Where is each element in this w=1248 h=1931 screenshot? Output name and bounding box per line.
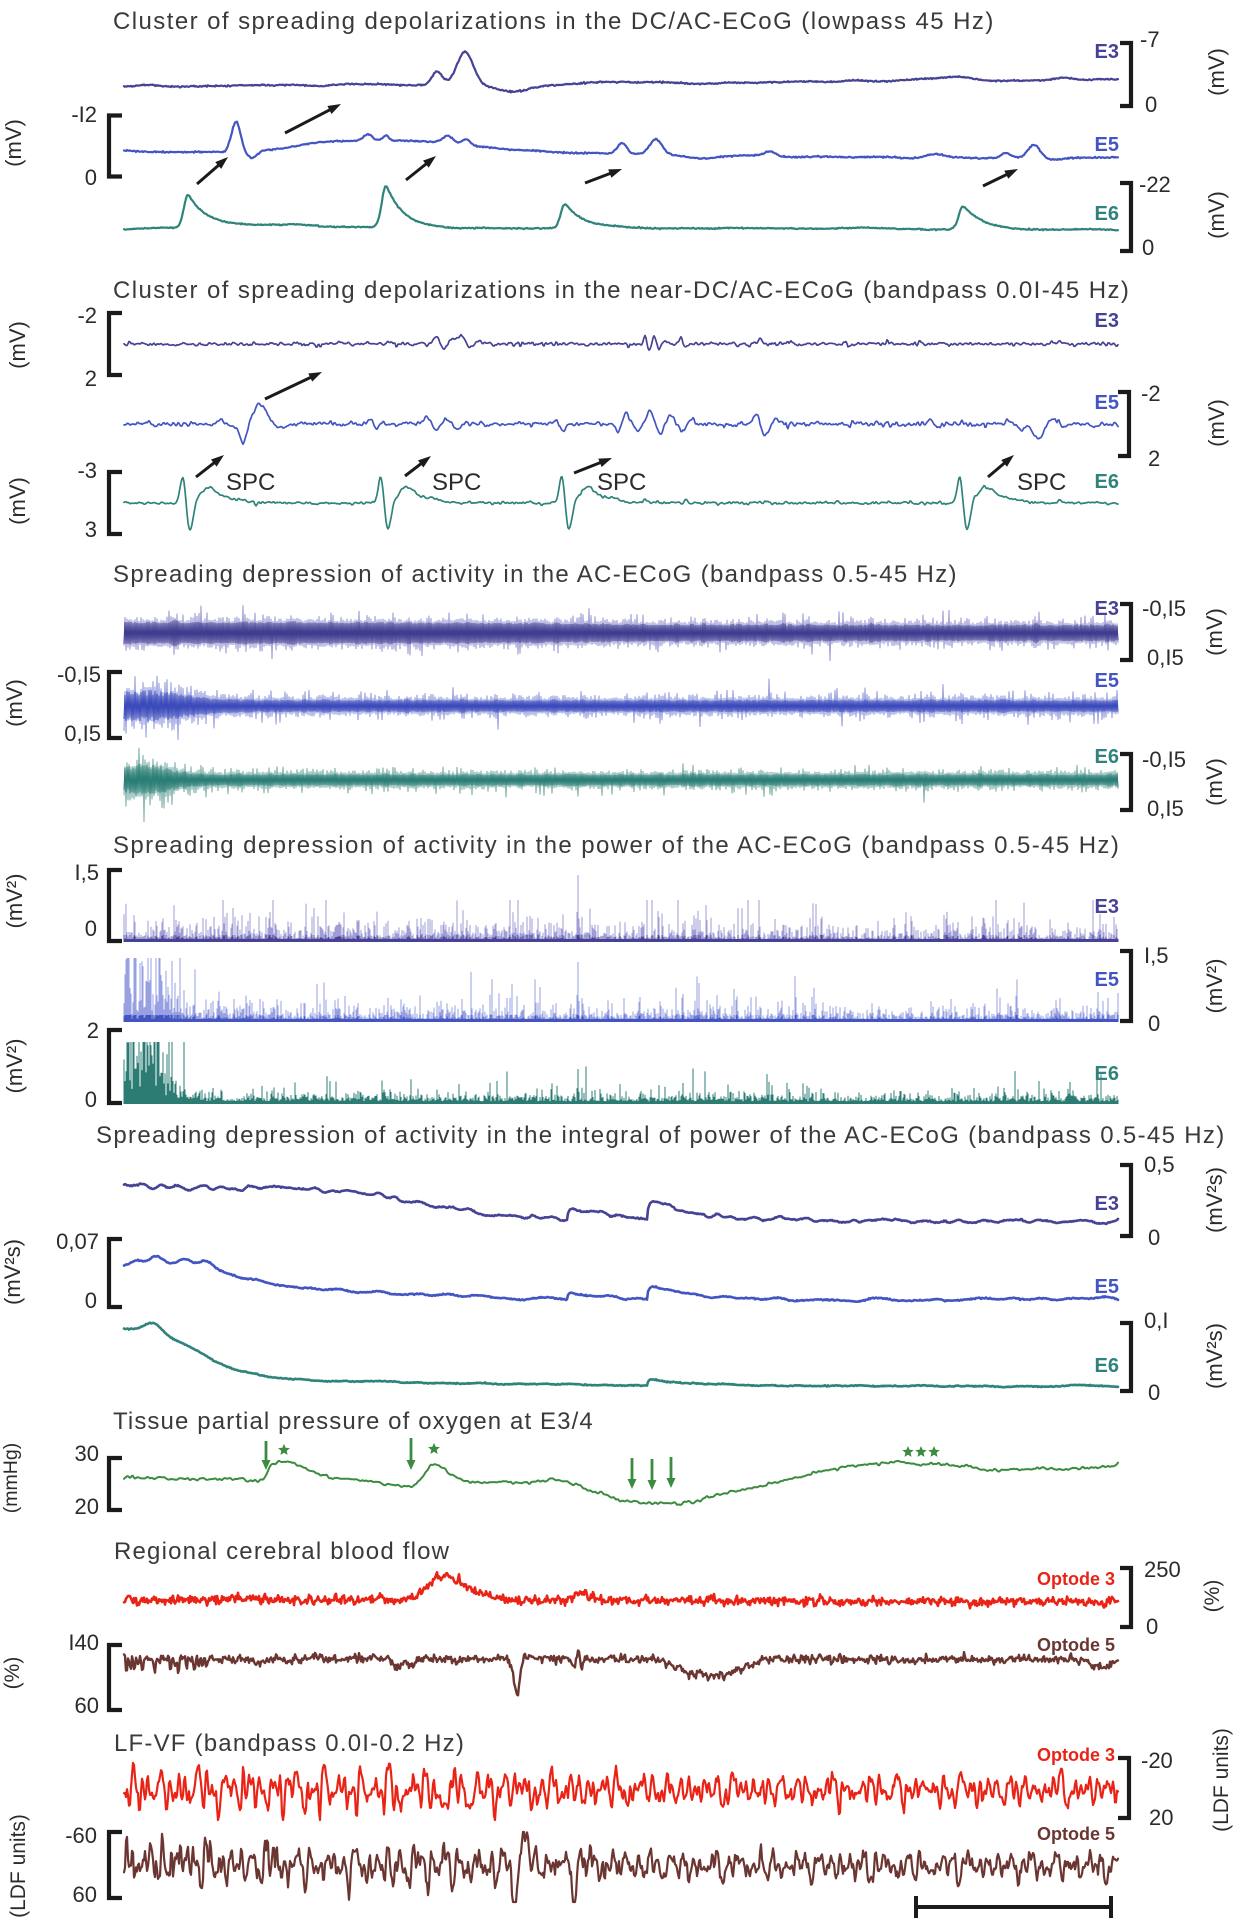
svg-text:0: 0 (85, 165, 97, 190)
svg-text:-20: -20 (1141, 1748, 1173, 1773)
svg-text:E5: E5 (1095, 392, 1119, 414)
svg-text:Spreading depression of activi: Spreading depression of activity in the … (96, 1122, 1226, 1149)
svg-text:(mV²s): (mV²s) (1202, 1167, 1227, 1233)
svg-text:2: 2 (87, 1018, 99, 1043)
svg-text:2: 2 (1148, 446, 1160, 471)
svg-text:E6: E6 (1095, 203, 1119, 225)
svg-text:(%): (%) (1201, 1580, 1224, 1613)
svg-text:0: 0 (1146, 1614, 1158, 1639)
svg-text:-2: -2 (1141, 381, 1161, 406)
svg-text:SPC: SPC (597, 469, 646, 496)
svg-text:Optode 5: Optode 5 (1037, 1635, 1115, 1655)
svg-text:0: 0 (85, 916, 97, 941)
svg-text:Optode 3: Optode 3 (1037, 1745, 1115, 1765)
svg-text:(mV²s): (mV²s) (1202, 1323, 1227, 1389)
svg-text:0: 0 (1148, 1225, 1160, 1250)
svg-text:0,07: 0,07 (56, 1229, 99, 1254)
svg-text:0,I: 0,I (1144, 1308, 1168, 1333)
svg-text:0: 0 (85, 1087, 97, 1112)
svg-text:60: 60 (73, 1882, 97, 1907)
svg-text:Cluster of spreading depolariz: Cluster of spreading depolarizations in … (113, 8, 995, 35)
svg-text:(mV): (mV) (1204, 191, 1229, 239)
svg-text:-22: -22 (1139, 172, 1171, 197)
svg-text:(LDF units): (LDF units) (1210, 1728, 1233, 1832)
svg-text:(mV): (mV) (1202, 758, 1227, 806)
svg-text:250: 250 (1144, 1557, 1181, 1582)
svg-text:(%): (%) (1, 1657, 24, 1690)
svg-text:(mV): (mV) (1204, 48, 1229, 96)
svg-text:(mV): (mV) (1, 119, 26, 167)
svg-text:-0,I5: -0,I5 (57, 662, 101, 687)
svg-text:2: 2 (85, 366, 97, 391)
svg-text:E3: E3 (1095, 896, 1119, 918)
svg-text:(mV²s): (mV²s) (0, 1239, 25, 1305)
svg-text:LF-VF (bandpass 0.0I-0.2 Hz): LF-VF (bandpass 0.0I-0.2 Hz) (114, 1730, 465, 1757)
svg-text:Regional cerebral blood flow: Regional cerebral blood flow (114, 1538, 450, 1565)
svg-text:-I2: -I2 (71, 102, 97, 127)
svg-text:(mV²): (mV²) (2, 1039, 27, 1094)
svg-text:-0,I5: -0,I5 (1142, 596, 1186, 621)
svg-text:E3: E3 (1095, 310, 1119, 332)
svg-text:SPC: SPC (432, 469, 481, 496)
svg-text:20: 20 (75, 1494, 99, 1519)
svg-text:0: 0 (1148, 1011, 1160, 1036)
svg-text:E3: E3 (1095, 1193, 1119, 1215)
svg-text:(LDF units): (LDF units) (7, 1814, 30, 1918)
svg-text:E3: E3 (1095, 41, 1119, 63)
svg-text:(mV²): (mV²) (1202, 959, 1227, 1014)
svg-text:-2: -2 (77, 303, 97, 328)
svg-text:E5: E5 (1095, 1276, 1119, 1298)
svg-text:-7: -7 (1140, 27, 1160, 52)
svg-text:E6: E6 (1095, 471, 1119, 493)
svg-text:I,5: I,5 (75, 860, 99, 885)
svg-text:Optode 5: Optode 5 (1037, 1824, 1115, 1844)
svg-text:E6: E6 (1095, 746, 1119, 768)
svg-text:3: 3 (85, 517, 97, 542)
svg-text:20: 20 (1149, 1805, 1173, 1830)
svg-text:(mV²): (mV²) (2, 874, 27, 929)
svg-text:E5: E5 (1095, 134, 1119, 156)
svg-text:I40: I40 (68, 1630, 99, 1655)
svg-text:(mV): (mV) (5, 477, 30, 525)
svg-text:-0,I5: -0,I5 (1142, 747, 1186, 772)
svg-text:E5: E5 (1095, 969, 1119, 991)
svg-text:I,5: I,5 (1144, 943, 1168, 968)
svg-text:Spreading depression of activi: Spreading depression of activity in the … (113, 561, 958, 588)
svg-text:-3: -3 (77, 458, 97, 483)
svg-text:0,I5: 0,I5 (64, 721, 101, 746)
svg-text:(mV): (mV) (5, 321, 30, 369)
svg-text:E6: E6 (1095, 1063, 1119, 1085)
svg-text:E5: E5 (1095, 670, 1119, 692)
svg-text:(mV): (mV) (1202, 608, 1227, 656)
svg-text:0,5: 0,5 (1144, 1152, 1175, 1177)
svg-text:Cluster of spreading depolariz: Cluster of spreading depolarizations in … (113, 277, 1130, 304)
svg-text:0,I5: 0,I5 (1147, 796, 1184, 821)
svg-text:60: 60 (75, 1693, 99, 1718)
svg-text:E6: E6 (1095, 1355, 1119, 1377)
svg-text:30: 30 (75, 1441, 99, 1466)
svg-text:Spreading depression of activi: Spreading depression of activity in the … (113, 832, 1120, 859)
svg-text:0: 0 (1148, 1380, 1160, 1405)
svg-text:0: 0 (1145, 92, 1157, 117)
svg-text:Optode 3: Optode 3 (1037, 1569, 1115, 1589)
svg-text:0,I5: 0,I5 (1147, 645, 1184, 670)
svg-text:SPC: SPC (226, 469, 275, 496)
svg-text:-60: -60 (65, 1823, 97, 1848)
svg-text:SPC: SPC (1017, 469, 1066, 496)
svg-text:(mmHg): (mmHg) (0, 1443, 22, 1513)
svg-text:(mV): (mV) (1204, 399, 1229, 447)
svg-text:E3: E3 (1095, 598, 1119, 620)
svg-text:Tissue partial pressure of oxy: Tissue partial pressure of oxygen at E3/… (113, 1408, 594, 1435)
svg-text:0: 0 (1142, 235, 1154, 260)
svg-text:(mV): (mV) (2, 679, 27, 727)
svg-text:0: 0 (85, 1288, 97, 1313)
